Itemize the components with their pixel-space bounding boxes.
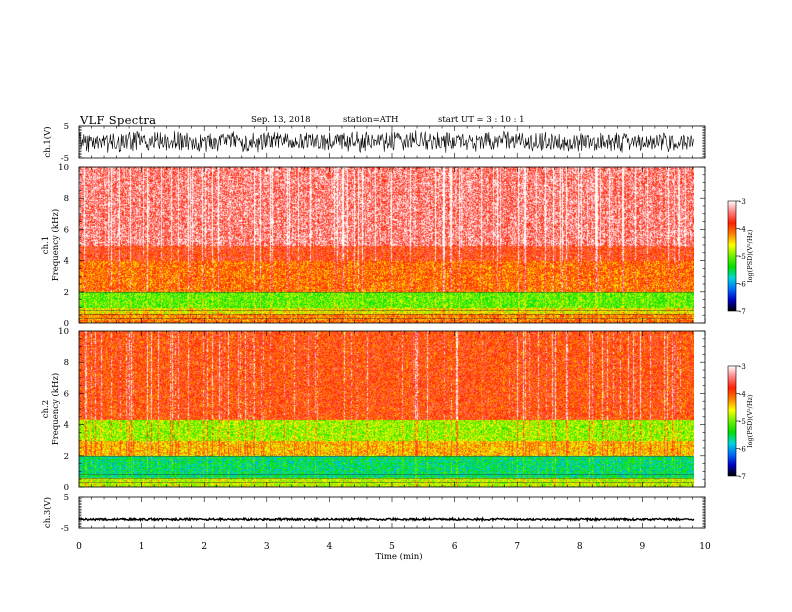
colorbar-tick-label: -6 <box>739 446 746 454</box>
date-label: Sep. 13, 2018 <box>251 115 311 125</box>
colorbar-tick-label: -6 <box>739 281 746 289</box>
x-tick-label: 10 <box>699 542 711 552</box>
plot-area: ch.1(V) 5-5ch.1 Frequency (kHz)0246810ch.2… <box>41 122 706 534</box>
x-tick-label: 6 <box>452 542 458 552</box>
spectrogram-image <box>79 331 694 487</box>
y-tick-label: 8 <box>64 194 69 204</box>
x-tick-label: 4 <box>327 542 333 552</box>
y-tick-label: 10 <box>58 327 69 337</box>
y-tick-label: -5 <box>61 154 69 164</box>
y-tick-label: 0 <box>64 319 69 329</box>
x-axis-label: Time (min) <box>375 551 422 562</box>
y-tick-label: 4 <box>64 257 69 267</box>
y-tick-label: 10 <box>58 163 69 173</box>
y-tick-label: -5 <box>61 524 69 534</box>
colorbar-tick-label: -5 <box>739 418 746 426</box>
y-axis-label: ch.1 <box>41 236 51 254</box>
x-tick-label: 5 <box>389 542 395 552</box>
waveform-line <box>78 516 695 523</box>
start-ut-label: start UT = 3 : 10 : 1 <box>438 115 525 125</box>
y-tick-label: 8 <box>64 358 69 368</box>
x-tick-label: 1 <box>139 542 145 552</box>
colorbar-gradient <box>727 200 737 312</box>
waveform-ch1-panel: ch.1(V) 5 -5 <box>42 122 706 164</box>
colorbar-tick-label: -4 <box>739 391 746 399</box>
colorbar-gradient <box>727 365 737 477</box>
y-axis-label: ch.3(V) <box>42 497 53 528</box>
colorbar-tick-label: -5 <box>739 253 746 261</box>
colorbar-label: log(PSD)(V²/Hz) <box>746 394 754 447</box>
colorbar-tick-label: -3 <box>739 198 746 206</box>
station-label: station=ATH <box>343 115 399 125</box>
x-axis: 0 1 2 3 4 5 6 7 8 9 10 Time (min) <box>76 542 711 562</box>
colorbar: -3 -4 -5 -6 -7 log(PSD)(V²/Hz) <box>727 198 754 316</box>
x-tick-label: 3 <box>264 542 270 552</box>
colorbar: -3 -4 -5 -6 -7 log(PSD)(V²/Hz) <box>727 363 754 481</box>
y-axis-label: ch.1(V) <box>42 126 53 157</box>
colorbar-label: log(PSD)(V²/Hz) <box>746 229 754 282</box>
y-axis-label: Frequency (kHz) <box>50 373 61 445</box>
chart-title: VLF Spectra <box>80 113 157 127</box>
colorbar-tick-label: -3 <box>739 363 746 371</box>
y-tick-label: 6 <box>64 225 69 235</box>
y-axis-label: Frequency (kHz) <box>50 209 61 281</box>
y-tick-label: 4 <box>64 421 69 431</box>
spectrogram-ch1-panel: ch.1 Frequency (kHz) 0 2 4 6 8 10 <box>41 163 706 329</box>
y-tick-label: 2 <box>64 452 69 462</box>
y-axis-label: ch.2 <box>41 400 51 418</box>
x-tick-label: 0 <box>76 542 82 552</box>
y-tick-label: 2 <box>64 288 69 298</box>
x-tick-label: 9 <box>640 542 646 552</box>
waveform-line <box>78 130 695 153</box>
colorbar-tick-label: -7 <box>739 473 746 481</box>
x-tick-label: 7 <box>514 542 520 552</box>
y-tick-label: 0 <box>64 483 69 493</box>
spectrogram-image <box>79 167 694 323</box>
x-tick-label: 8 <box>577 542 583 552</box>
waveform-ch3-panel: ch.3(V) 5 -5 <box>42 493 706 534</box>
y-tick-label: 6 <box>64 389 69 399</box>
x-tick-label: 2 <box>201 542 207 552</box>
colorbar-tick-label: -7 <box>739 308 746 316</box>
y-tick-label: 5 <box>64 122 69 132</box>
y-tick-label: 5 <box>64 493 69 503</box>
colorbar-tick-label: -4 <box>739 226 746 234</box>
colorbars: -3 -4 -5 -6 -7 log(PSD)(V²/Hz) -3 -4 -5 -6 -7 log(P… <box>727 198 754 481</box>
spectrogram-ch2-panel: ch.2 Frequency (kHz) 0 2 4 6 8 10 <box>41 327 706 493</box>
